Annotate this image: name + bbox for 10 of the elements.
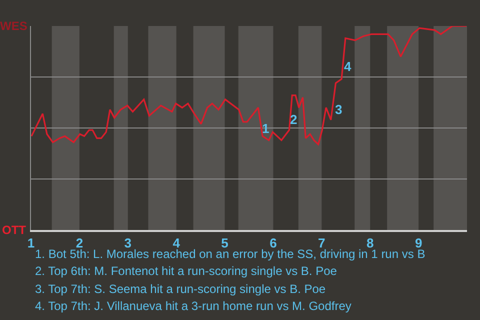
annotation: 2 <box>290 112 298 127</box>
text: OTT <box>2 223 27 237</box>
annotation: 1 <box>262 121 270 136</box>
text: 2. Top 6th: M. Fontenot hit a run-scoring single vs B. Poe <box>35 264 338 278</box>
annotation: 4 <box>344 59 352 74</box>
text: 3. Top 7th: S. Seema hit a run-scoring single vs B. Poe <box>35 282 326 296</box>
annotation: 3 <box>335 102 342 117</box>
text: WES <box>0 19 28 33</box>
text: 4. Top 7th: J. Villanueva hit a 3-run home run vs M. Godfrey <box>35 299 352 313</box>
x-tick-label: 1 <box>27 236 35 251</box>
